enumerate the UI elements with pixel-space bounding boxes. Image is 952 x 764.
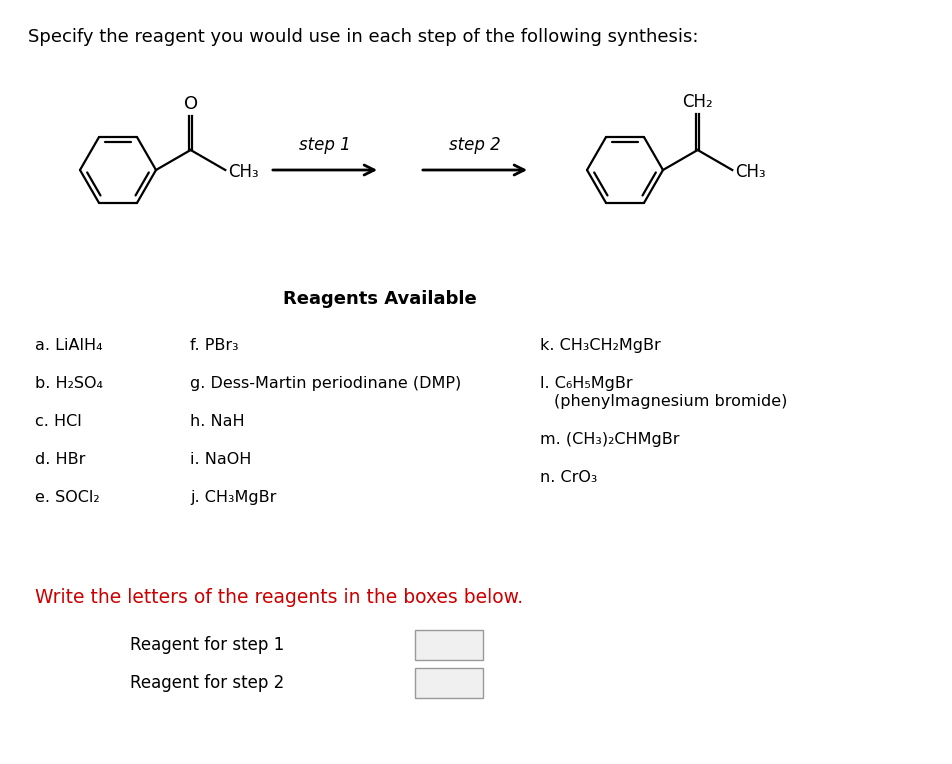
Text: i. NaOH: i. NaOH bbox=[190, 452, 251, 467]
Text: b. H₂SO₄: b. H₂SO₄ bbox=[35, 376, 103, 391]
Text: CH₃: CH₃ bbox=[735, 163, 766, 181]
Text: step 1: step 1 bbox=[299, 136, 351, 154]
Text: O: O bbox=[184, 95, 198, 113]
Text: n. CrO₃: n. CrO₃ bbox=[540, 470, 597, 485]
Text: l. C₆H₅MgBr: l. C₆H₅MgBr bbox=[540, 376, 633, 391]
Text: d. HBr: d. HBr bbox=[35, 452, 86, 467]
Text: f. PBr₃: f. PBr₃ bbox=[190, 338, 239, 353]
Text: Write the letters of the reagents in the boxes below.: Write the letters of the reagents in the… bbox=[35, 588, 524, 607]
Text: m. (CH₃)₂CHMgBr: m. (CH₃)₂CHMgBr bbox=[540, 432, 680, 447]
Text: a. LiAlH₄: a. LiAlH₄ bbox=[35, 338, 103, 353]
Bar bbox=[415, 668, 483, 698]
Text: Reagent for step 2: Reagent for step 2 bbox=[130, 674, 285, 692]
Text: j. CH₃MgBr: j. CH₃MgBr bbox=[190, 490, 276, 505]
Text: h. NaH: h. NaH bbox=[190, 414, 245, 429]
Text: c. HCl: c. HCl bbox=[35, 414, 82, 429]
Text: e. SOCl₂: e. SOCl₂ bbox=[35, 490, 100, 505]
Text: step 2: step 2 bbox=[449, 136, 501, 154]
Text: g. Dess-Martin periodinane (DMP): g. Dess-Martin periodinane (DMP) bbox=[190, 376, 462, 391]
Text: k. CH₃CH₂MgBr: k. CH₃CH₂MgBr bbox=[540, 338, 661, 353]
Text: (phenylmagnesium bromide): (phenylmagnesium bromide) bbox=[554, 394, 787, 409]
Text: Specify the reagent you would use in each step of the following synthesis:: Specify the reagent you would use in eac… bbox=[28, 28, 699, 46]
Bar bbox=[415, 630, 483, 660]
Text: CH₂: CH₂ bbox=[683, 93, 713, 111]
Text: Reagent for step 1: Reagent for step 1 bbox=[130, 636, 285, 654]
Text: Reagents Available: Reagents Available bbox=[283, 290, 477, 308]
Text: CH₃: CH₃ bbox=[228, 163, 259, 181]
